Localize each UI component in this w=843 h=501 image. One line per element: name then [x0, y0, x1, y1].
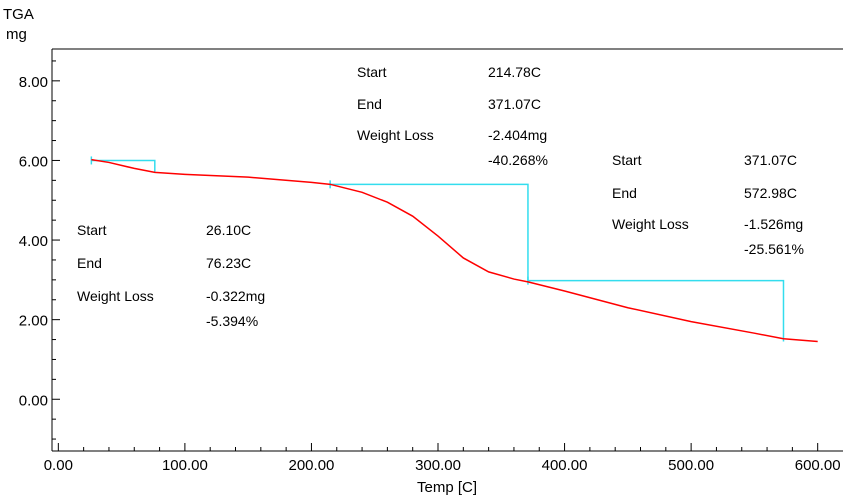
annotation-1-start-value: 26.10C	[206, 222, 252, 238]
weight-loss-step-1	[91, 159, 156, 173]
x-tick-label: 400.00	[542, 457, 588, 474]
y-tick-label: 2.00	[19, 313, 48, 330]
annotation-2-end-label: End	[357, 96, 382, 112]
x-tick-label: 500.00	[668, 457, 714, 474]
x-tick-label: 200.00	[289, 457, 335, 474]
annotation-1-loss-mg: -0.322mg	[206, 288, 266, 304]
tga-curve	[91, 158, 818, 343]
x-tick-label: 100.00	[162, 457, 208, 474]
annotation-2-end-value: 371.07C	[488, 96, 541, 112]
annotation-3-end-value: 572.98C	[744, 185, 797, 201]
x-tick-label: 300.00	[415, 457, 461, 474]
annotation-3-loss-mg: -1.526mg	[744, 216, 804, 232]
annotation-2-loss-mg: -2.404mg	[488, 127, 548, 143]
y-tick-label: 4.00	[19, 233, 48, 250]
annotation-1-end-label: End	[77, 255, 102, 271]
annotation-1-loss-label: Weight Loss	[77, 288, 154, 304]
annotation-1-start-label: Start	[77, 222, 107, 238]
annotation-3-loss-pct: -25.561%	[744, 241, 804, 257]
annotation-2-loss-label: Weight Loss	[357, 127, 434, 143]
y-axis-title: TGA	[3, 6, 34, 23]
x-axis-title: Temp [C]	[417, 479, 477, 496]
annotation-3-loss-label: Weight Loss	[612, 216, 689, 232]
annotation-1-loss-pct: -5.394%	[206, 313, 259, 329]
x-tick-label: 600.00	[795, 457, 841, 474]
y-tick-label: 6.00	[19, 153, 48, 170]
weight-loss-step-3	[527, 279, 785, 342]
y-tick-label: 8.00	[19, 74, 48, 91]
annotation-3-end-label: End	[612, 185, 637, 201]
annotation-3-start-label: Start	[612, 152, 642, 168]
annotation-2-start-label: Start	[357, 64, 387, 80]
annotation-2-loss-pct: -40.268%	[488, 152, 548, 168]
annotation-3-start-value: 371.07C	[744, 152, 797, 168]
weight-loss-step-2	[330, 183, 529, 281]
annotation-2-start-value: 214.78C	[488, 64, 541, 80]
annotation-1-end-value: 76.23C	[206, 255, 252, 271]
y-axis-unit: mg	[6, 26, 27, 43]
y-tick-label: 0.00	[19, 392, 48, 409]
x-tick-label: 0.00	[44, 457, 73, 474]
